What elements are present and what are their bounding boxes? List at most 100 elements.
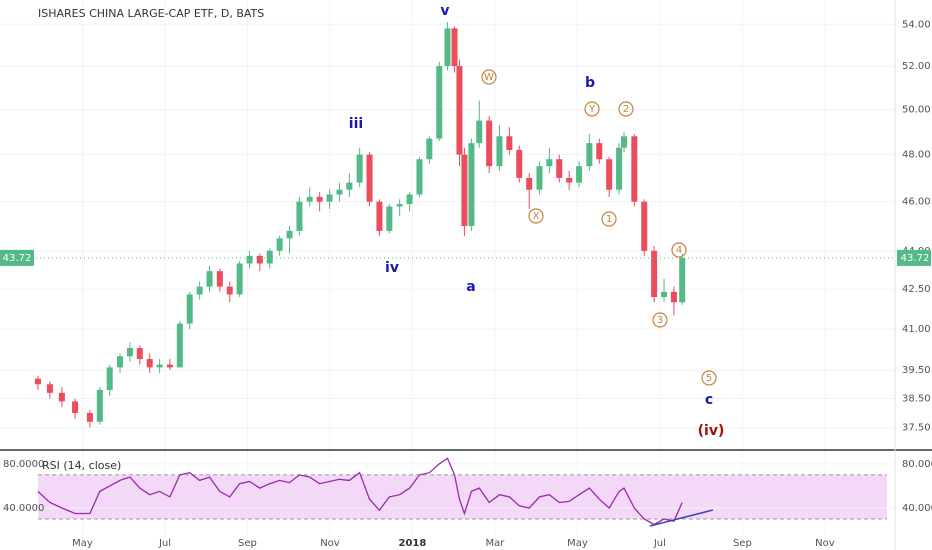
rsi-tick-label: 80.0000	[3, 459, 44, 470]
candle-body	[426, 138, 433, 160]
grid	[0, 0, 895, 540]
wave-label: a	[466, 279, 475, 295]
x-tick-label: May	[72, 538, 93, 549]
candle-body	[396, 204, 403, 207]
candle-body	[206, 271, 213, 287]
circled-label: 4	[676, 245, 682, 256]
x-tick-label: Jul	[653, 538, 666, 549]
circled-label: 3	[657, 315, 663, 326]
wave-label: b	[585, 75, 595, 91]
candle-body	[468, 143, 475, 226]
candle-body	[476, 120, 483, 144]
candle-body	[196, 286, 203, 295]
y-tick-label: 54.00	[902, 19, 931, 30]
candle-body	[306, 196, 313, 202]
y-tick-label: 37.50	[902, 423, 931, 434]
candle-body	[536, 166, 543, 190]
wave-label: (iv)	[698, 423, 725, 439]
y-tick-label: 48.00	[902, 150, 931, 161]
rsi-tick-label: 80.0000	[902, 459, 932, 470]
candle-body	[366, 154, 373, 202]
candle-body	[456, 66, 463, 155]
candle-body	[86, 413, 93, 422]
candle-body	[226, 286, 233, 295]
label-circle	[481, 69, 497, 85]
candle-body	[126, 348, 133, 357]
candle-body	[451, 28, 458, 67]
candle-body	[356, 154, 363, 183]
circled-label: Y	[588, 104, 596, 115]
candle-body	[176, 323, 183, 368]
last-price-box	[0, 249, 34, 266]
candle-body	[651, 250, 658, 298]
candle-body	[661, 291, 668, 298]
x-tick-label: 2018	[399, 538, 427, 549]
circled-label: W	[484, 72, 494, 83]
candle-body	[526, 177, 533, 190]
rsi-trendline	[649, 509, 714, 527]
candle-body	[146, 359, 153, 368]
marks	[0, 22, 895, 526]
candle-body	[186, 294, 193, 324]
candle-body	[621, 136, 628, 148]
circled-label: 5	[706, 373, 712, 384]
candle-body	[136, 348, 143, 360]
candle-body	[106, 367, 113, 390]
circled-labels: W X Y 1 2 3 4 5	[481, 69, 717, 386]
label-circle	[601, 211, 617, 227]
candle-body	[166, 364, 173, 368]
candle-body	[506, 136, 513, 150]
candle-body	[576, 166, 583, 183]
candle-body	[336, 189, 343, 195]
candle-body	[276, 238, 283, 251]
candle-body	[616, 147, 623, 190]
x-tick-label: Sep	[733, 538, 752, 549]
candle-body	[606, 159, 613, 190]
circled-label: 2	[623, 104, 629, 115]
candle-body	[406, 194, 413, 205]
candle-body	[416, 159, 423, 195]
candle-body	[679, 257, 686, 303]
candle-body	[461, 154, 468, 226]
candle-body	[96, 389, 103, 422]
candle-body	[117, 356, 124, 368]
candle-body	[346, 182, 353, 190]
candle-body	[236, 263, 243, 295]
x-tick-label: Nov	[815, 538, 835, 549]
label-circle	[671, 242, 687, 258]
candle-body	[46, 384, 53, 393]
label-circle	[618, 101, 634, 117]
candle-body	[376, 201, 383, 231]
last-price-label: 43.72	[901, 253, 930, 264]
y-tick-label: 41.00	[902, 324, 931, 335]
x-tick-label: Jul	[158, 538, 171, 549]
x-tick-label: May	[567, 538, 588, 549]
x-tick-label: Mar	[485, 538, 505, 549]
wave-label: v	[440, 3, 449, 19]
candle-body	[486, 120, 493, 167]
candle-body	[516, 149, 523, 178]
rsi-band	[38, 474, 887, 520]
candle-body	[34, 378, 41, 385]
candle-body	[326, 194, 333, 202]
wave-label: iii	[349, 116, 363, 132]
candle-body	[316, 196, 323, 202]
label-circle	[528, 208, 544, 224]
candle-body	[436, 66, 443, 139]
rsi-line	[37, 457, 683, 526]
y-tick-label: 38.50	[902, 394, 931, 405]
y-tick-label: 50.00	[902, 104, 931, 115]
candle-body	[586, 143, 593, 167]
rsi-tick-label: 40.0000	[902, 503, 932, 514]
candle-body	[444, 28, 451, 67]
candle-body	[286, 230, 293, 239]
wave-label: iv	[385, 260, 399, 276]
candle-body	[58, 392, 65, 402]
y-tick-label: 52.00	[902, 61, 931, 72]
label-circle	[652, 312, 668, 328]
y-tick-label: 42.50	[902, 284, 931, 295]
last-price-label: 43.72	[3, 253, 32, 264]
label-circle	[584, 101, 600, 117]
candle-body	[266, 250, 273, 264]
